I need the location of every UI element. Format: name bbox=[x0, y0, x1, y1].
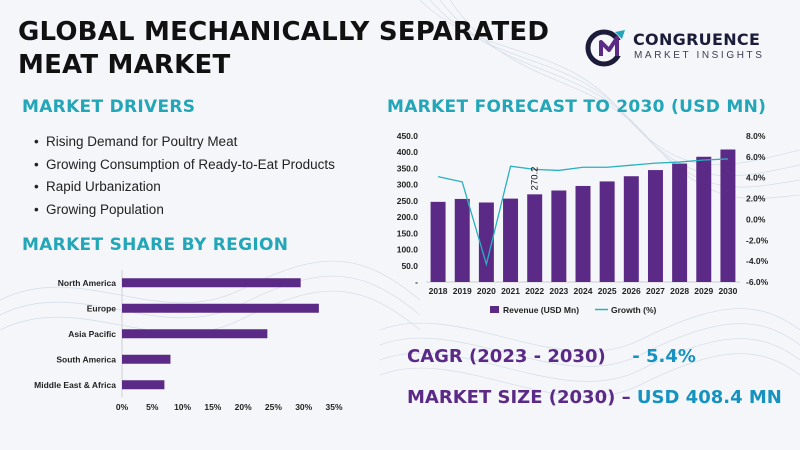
market-forecast-chart: - 50.0 100.0 150.0 200.0 250.0 300.0 350.0 400.0… bbox=[397, 131, 769, 315]
share-x-tick: 20% bbox=[235, 402, 252, 412]
legend-growth-label: Growth (%) bbox=[611, 305, 656, 315]
logo-tagline: MARKET INSIGHTS bbox=[634, 50, 765, 61]
logo-mark-icon bbox=[585, 29, 625, 67]
legend-revenue-label: Revenue (USD Mn) bbox=[503, 305, 579, 315]
share-bar bbox=[122, 354, 171, 364]
forecast-y-right-tick: -4.0% bbox=[746, 256, 769, 266]
forecast-x-tick: 2024 bbox=[574, 286, 593, 296]
forecast-y-right-tick: 6.0% bbox=[746, 152, 766, 162]
page-title: GLOBAL MECHANICALLY SEPARATED MEAT MARKE… bbox=[18, 17, 550, 80]
logo-name: CONGRUENCE bbox=[633, 30, 761, 49]
revenue-bar bbox=[551, 190, 567, 282]
forecast-x-tick: 2027 bbox=[646, 286, 665, 296]
share-bar bbox=[122, 329, 268, 339]
revenue-bar bbox=[623, 176, 639, 282]
forecast-y-right-tick: 8.0% bbox=[746, 131, 766, 141]
revenue-bar bbox=[647, 170, 663, 282]
market-size-label: MARKET SIZE (2030) – bbox=[407, 387, 631, 408]
share-x-tick: 5% bbox=[146, 402, 159, 412]
forecast-y-left-tick: 200.0 bbox=[397, 212, 419, 222]
market-drivers-heading: MARKET DRIVERS bbox=[22, 97, 196, 117]
forecast-y-left-tick: 300.0 bbox=[397, 180, 419, 190]
forecast-y-left-tick: - bbox=[415, 277, 418, 287]
forecast-y-right-tick: -6.0% bbox=[746, 277, 769, 287]
share-category-label: South America bbox=[56, 354, 116, 364]
revenue-bar bbox=[720, 149, 736, 282]
market-size-value: USD 408.4 MN bbox=[636, 387, 782, 408]
forecast-x-tick: 2023 bbox=[549, 286, 568, 296]
cagr-stat: CAGR (2023 - 2030) - 5.4% bbox=[407, 346, 696, 367]
forecast-x-tick: 2025 bbox=[598, 286, 617, 296]
forecast-x-tick: 2028 bbox=[670, 286, 689, 296]
share-x-tick: 25% bbox=[265, 402, 282, 412]
forecast-y-left-tick: 450.0 bbox=[397, 131, 419, 141]
share-x-tick: 10% bbox=[174, 402, 191, 412]
forecast-y-left-tick: 250.0 bbox=[397, 196, 419, 206]
company-logo: CONGRUENCE MARKET INSIGHTS bbox=[585, 26, 785, 68]
cagr-label: CAGR (2023 - 2030) bbox=[407, 346, 606, 367]
forecast-y-right-tick: 0.0% bbox=[746, 214, 766, 224]
market-share-heading: MARKET SHARE BY REGION bbox=[22, 235, 289, 255]
market-size-stat: MARKET SIZE (2030) – USD 408.4 MN bbox=[407, 387, 782, 408]
revenue-bar bbox=[527, 194, 543, 282]
revenue-bar bbox=[696, 156, 712, 282]
legend-revenue-swatch bbox=[490, 306, 499, 313]
driver-item: Growing Population bbox=[34, 199, 379, 222]
growth-line bbox=[437, 158, 728, 267]
market-drivers-list: Rising Demand for Poultry Meat Growing C… bbox=[34, 131, 379, 221]
forecast-x-tick: 2020 bbox=[477, 286, 496, 296]
forecast-y-right-tick: -2.0% bbox=[746, 235, 769, 245]
forecast-x-tick: 2022 bbox=[525, 286, 544, 296]
cagr-value: - 5.4% bbox=[632, 346, 696, 367]
share-category-label: North America bbox=[58, 278, 117, 288]
forecast-y-right-tick: 4.0% bbox=[746, 173, 766, 183]
forecast-y-right-tick: 2.0% bbox=[746, 194, 766, 204]
revenue-bar bbox=[575, 185, 591, 282]
share-x-tick: 15% bbox=[204, 402, 221, 412]
share-x-tick: 35% bbox=[325, 402, 342, 412]
forecast-x-tick: 2030 bbox=[718, 286, 737, 296]
revenue-bar bbox=[454, 198, 470, 282]
revenue-bar bbox=[430, 201, 446, 282]
share-bar bbox=[122, 303, 319, 313]
share-bar bbox=[122, 380, 165, 390]
driver-item: Rapid Urbanization bbox=[34, 176, 379, 199]
forecast-x-tick: 2026 bbox=[622, 286, 641, 296]
driver-item: Rising Demand for Poultry Meat bbox=[34, 131, 379, 154]
forecast-x-tick: 2018 bbox=[429, 286, 448, 296]
share-x-tick: 0% bbox=[116, 402, 129, 412]
share-category-label: Europe bbox=[87, 303, 117, 313]
forecast-y-left-tick: 350.0 bbox=[397, 163, 419, 173]
revenue-bar bbox=[503, 198, 519, 282]
forecast-x-tick: 2019 bbox=[453, 286, 472, 296]
forecast-y-left-tick: 100.0 bbox=[397, 245, 419, 255]
driver-item: Growing Consumption of Ready-to-Eat Prod… bbox=[34, 154, 379, 177]
market-forecast-heading: MARKET FORECAST TO 2030 (USD MN) bbox=[387, 97, 767, 117]
share-category-label: Asia Pacific bbox=[68, 329, 116, 339]
forecast-y-left-tick: 150.0 bbox=[397, 228, 419, 238]
revenue-bar bbox=[599, 181, 615, 282]
share-category-label: Middle East & Africa bbox=[34, 380, 116, 390]
revenue-bar bbox=[478, 202, 494, 282]
forecast-y-left-tick: 400.0 bbox=[397, 147, 419, 157]
share-bar bbox=[122, 278, 301, 288]
market-share-chart: North America Europe Asia Pacific South Ame… bbox=[34, 270, 343, 412]
revenue-bar bbox=[672, 163, 688, 282]
forecast-y-left-tick: 50.0 bbox=[401, 261, 418, 271]
share-x-tick: 30% bbox=[295, 402, 312, 412]
forecast-x-tick: 2029 bbox=[694, 286, 713, 296]
revenue-data-label: 270.2 bbox=[530, 167, 541, 191]
forecast-x-tick: 2021 bbox=[501, 286, 520, 296]
